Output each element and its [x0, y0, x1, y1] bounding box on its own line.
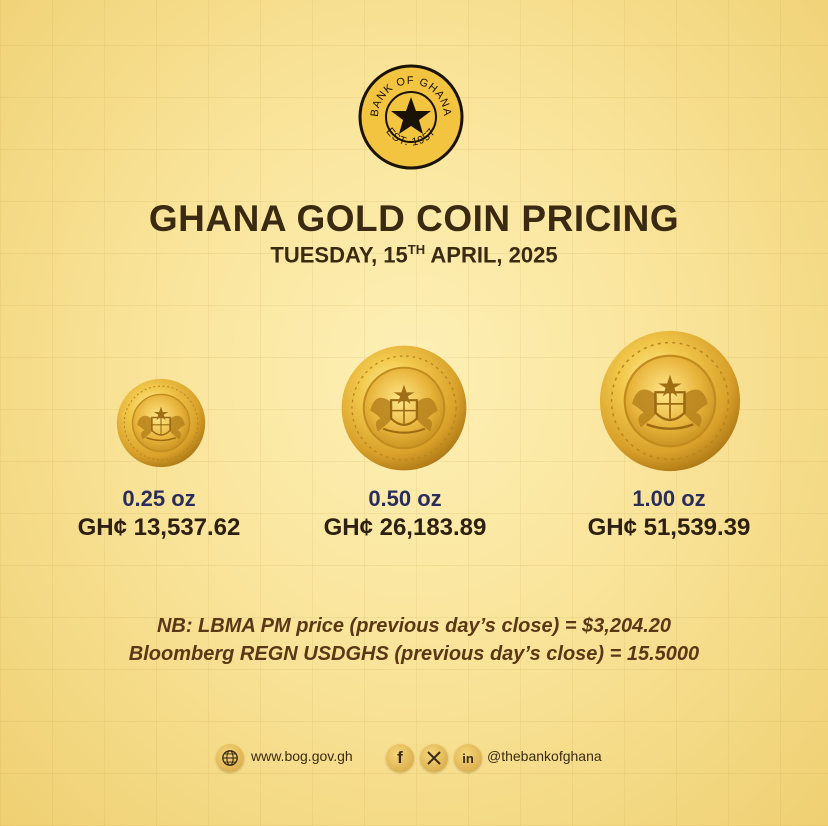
linkedin-icon[interactable]: in	[454, 744, 482, 772]
facebook-icon[interactable]: f	[386, 744, 414, 772]
coin-weight: 0.50 oz	[368, 486, 442, 511]
website-link[interactable]: www.bog.gov.gh	[251, 748, 353, 764]
coin-weight: 1.00 oz	[632, 486, 706, 511]
note-bloomberg-rate: Bloomberg REGN USDGHS (previous day’s cl…	[128, 643, 700, 665]
date-ordinal: TH	[407, 242, 426, 257]
page-date: TUESDAY, 15TH APRIL, 2025	[0, 242, 828, 268]
coin-quarter-oz-label: 0.25 oz GH¢ 13,537.62	[39, 486, 279, 542]
page-title: GHANA GOLD COIN PRICING	[148, 198, 680, 239]
globe-icon[interactable]	[216, 744, 244, 772]
black-star-icon	[391, 97, 431, 134]
coin-price: GH¢ 26,183.89	[323, 514, 487, 541]
x-icon[interactable]	[420, 744, 448, 772]
coin-weight: 0.25 oz	[122, 486, 196, 511]
date-day: TUESDAY, 15	[270, 242, 408, 268]
coin-price: GH¢ 13,537.62	[77, 514, 241, 541]
coin-one-oz-label: 1.00 oz GH¢ 51,539.39	[549, 486, 789, 542]
coin-one-oz-image	[599, 330, 741, 472]
date-month-year: APRIL, 2025	[425, 242, 558, 268]
note-lbma-price: NB: LBMA PM price (previous day’s close)…	[156, 615, 672, 637]
coin-quarter-oz-image	[116, 378, 206, 468]
bank-of-ghana-seal: BANK OF GHANA EST. 1957	[358, 64, 464, 170]
coin-half-oz-image	[341, 345, 467, 471]
footer: www.bog.gov.gh f in @thebankofghana	[0, 738, 828, 778]
coin-half-oz-label: 0.50 oz GH¢ 26,183.89	[285, 486, 525, 542]
coin-price: GH¢ 51,539.39	[587, 514, 751, 541]
social-handle-link[interactable]: @thebankofghana	[487, 748, 602, 764]
